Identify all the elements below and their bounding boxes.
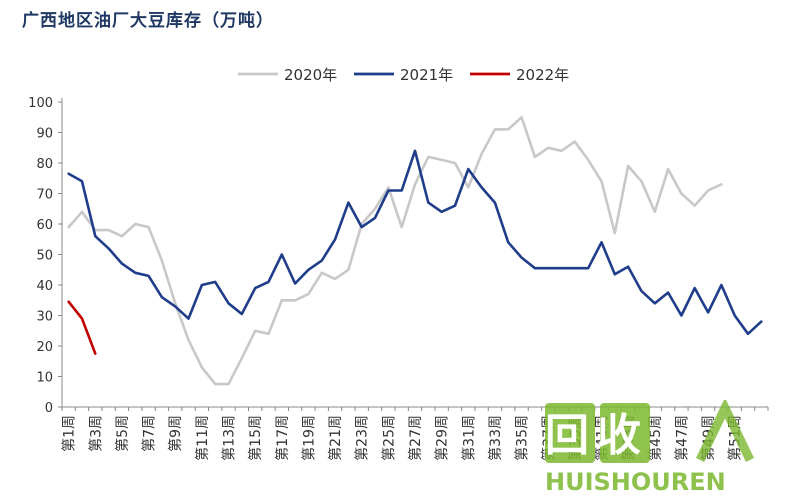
y-axis: 0 10 20 30 40 50 60 70 80 90 100 [28,96,63,416]
y-tick-label: 40 [36,279,53,294]
series-line-3 [67,300,97,355]
watermark-tile-1 [545,403,595,463]
series-line-2 [67,149,763,336]
y-tick-label: 20 [36,340,53,355]
y-tick-label: 70 [36,188,53,203]
y-tick-label: 0 [45,401,53,416]
x-tick-label: 第35周 [514,415,531,461]
x-tick-label: 第47周 [673,415,690,461]
legend-label-3: 2022年 [516,66,569,84]
x-tick-label: 第1周 [61,415,78,452]
x-tick-label: 第3周 [87,415,104,452]
x-tick-label: 第15周 [247,415,264,461]
y-tick-label: 100 [28,96,53,111]
x-tick-label: 第5周 [114,415,131,452]
series-lines [67,116,763,386]
x-tick-label: 第31周 [460,415,477,461]
watermark-main-text: 回收 [545,410,649,461]
y-tick-label: 60 [36,218,53,233]
y-tick-label: 50 [36,249,53,264]
watermark-sub-text: HUISHOUREN [545,468,726,495]
x-tick-label: 第33周 [487,415,504,461]
watermark-tile-2 [600,403,650,463]
legend-label-1: 2020年 [284,66,337,84]
watermark-arrow-icon [695,400,755,462]
chart-title: 广西地区油厂大豆库存（万吨） [22,11,274,31]
x-tick-label: 第29周 [434,415,451,461]
x-tick-label: 第9周 [167,415,184,452]
x-axis: 第1周 第3周 第5周 第7周 第9周 第11周 第13周 第15周 第17周 第19周 第21周第… [61,406,769,461]
x-tick-label: 第11周 [194,415,211,461]
x-tick-label: 第25周 [380,415,397,461]
x-tick-label: 第7周 [141,415,158,452]
x-tick-label: 第17周 [274,415,291,461]
x-tick-label: 第27周 [407,415,424,461]
y-tick-label: 10 [36,371,53,386]
x-tick-label: 第13周 [221,415,238,461]
legend-label-2: 2021年 [400,66,453,84]
legend: 2020年 2021年 2022年 [238,66,569,84]
x-tick-label: 第19周 [300,415,317,461]
x-tick-label: 第45周 [647,415,664,461]
y-tick-label: 90 [36,127,53,142]
y-tick-label: 80 [36,157,53,172]
y-tick-label: 30 [36,310,53,325]
watermark-logo: 回收 HUISHOUREN [545,400,755,495]
x-tick-label: 第23周 [354,415,371,461]
series-line-1 [67,116,723,386]
x-tick-label: 第21周 [327,415,344,461]
